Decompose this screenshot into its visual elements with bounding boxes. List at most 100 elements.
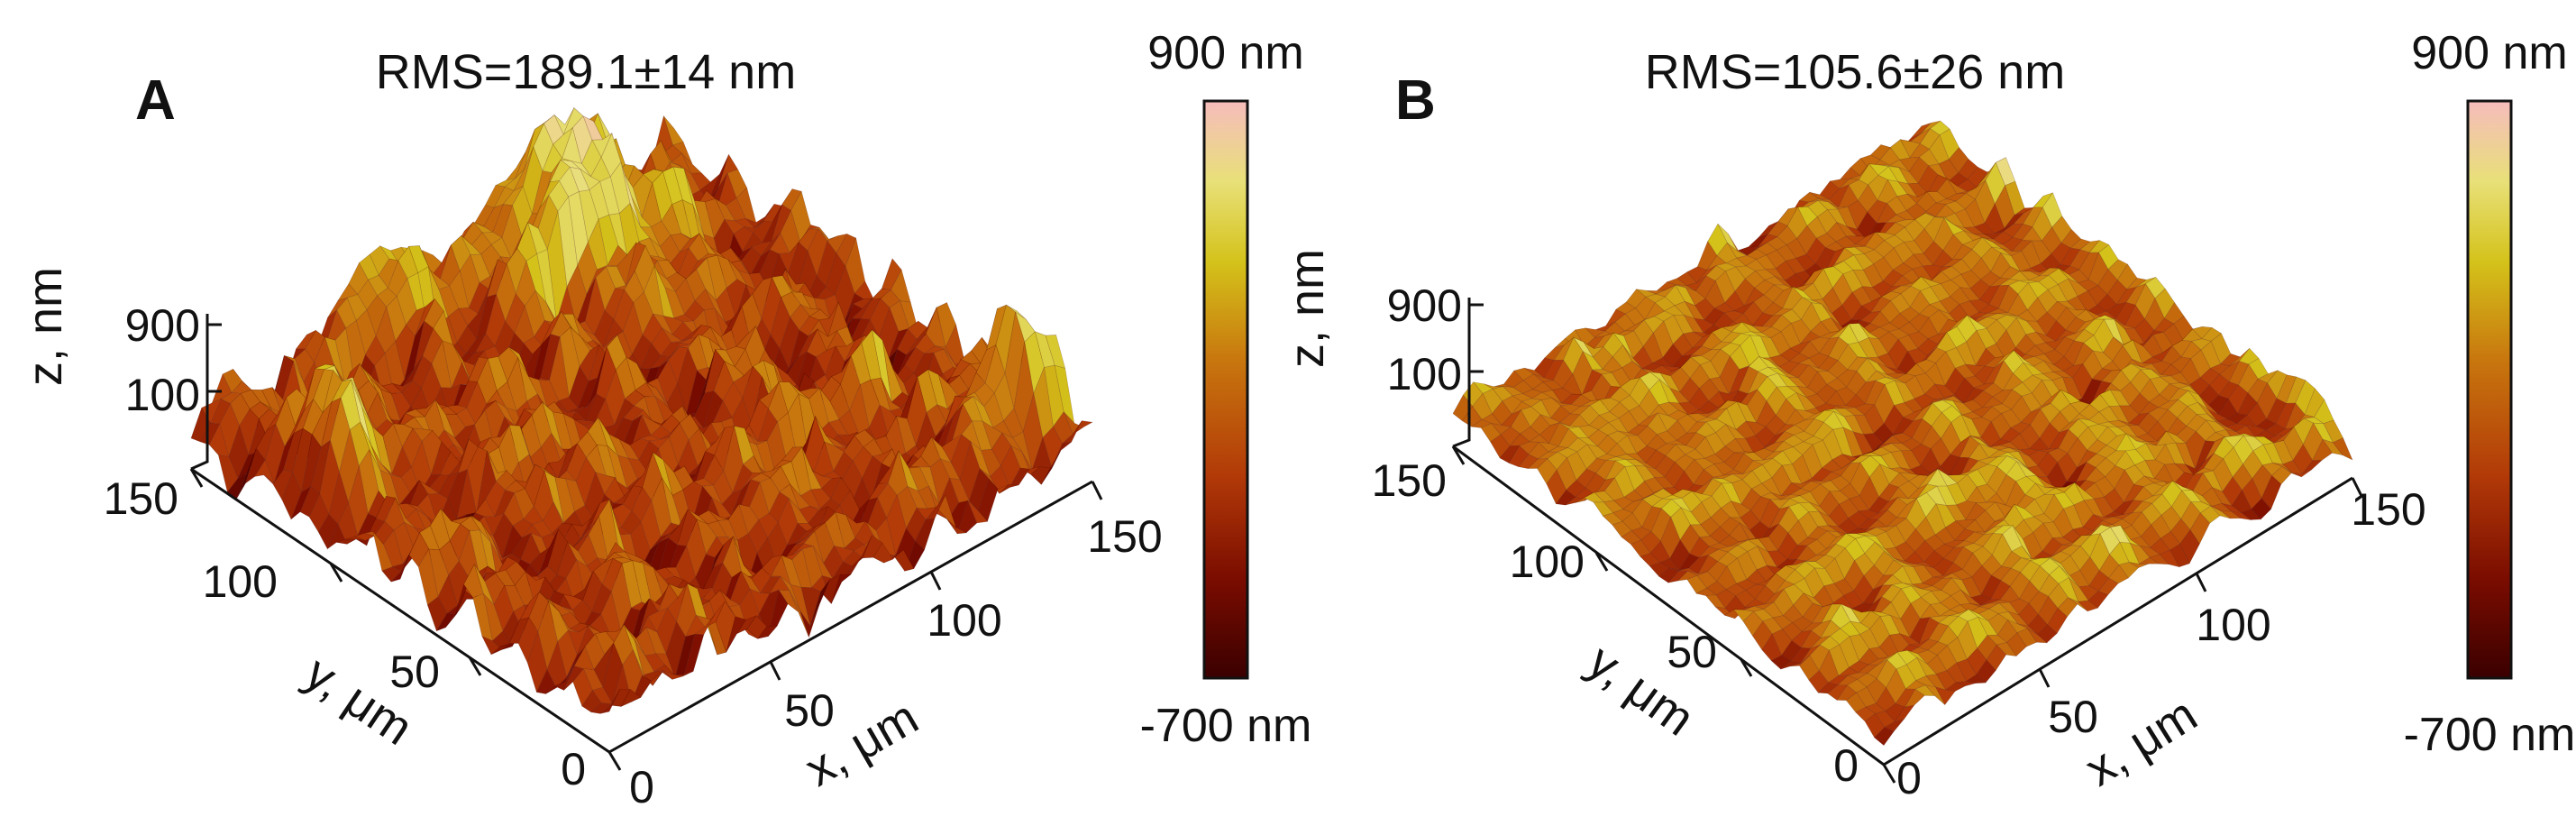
surface-facet [567, 407, 588, 413]
surface-facet [710, 497, 732, 520]
surface-facet [600, 133, 622, 178]
surface-facet [694, 289, 716, 311]
surface-facet [614, 398, 635, 427]
surface-facet [217, 454, 239, 493]
surface-facet [809, 579, 830, 627]
surface-facet [382, 423, 403, 475]
panel-b-z-tick-label-900: 900 [1387, 280, 1462, 331]
surface-facet [481, 232, 503, 245]
surface-facet [789, 381, 809, 399]
panel-a-y-tick-label-150: 150 [104, 473, 178, 524]
surface-facet [348, 262, 369, 295]
surface-facet [1003, 408, 1024, 438]
surface-facet [515, 129, 535, 179]
panel-a-surface [190, 106, 1093, 714]
surface-facet [952, 403, 973, 441]
surface-facet [950, 434, 972, 482]
surface-facet [435, 612, 457, 632]
panel-b-y-tick-0 [1882, 764, 1896, 784]
panel-a-colorbar-max-label: 900 nm [1147, 27, 1303, 79]
surface-facet [553, 107, 575, 136]
surface-facet [586, 444, 607, 476]
panel-a-z-tick-label-900: 900 [125, 300, 200, 351]
surface-facet [770, 465, 790, 493]
surface-facet [647, 254, 668, 262]
surface-facet [587, 346, 607, 408]
surface-facet [286, 388, 306, 427]
surface-facet [712, 470, 734, 505]
surface-facet [960, 350, 982, 364]
panel-b-rms-title: RMS=105.6±26 nm [1645, 45, 2065, 99]
surface-facet [1034, 331, 1055, 368]
surface-facet [760, 233, 781, 257]
surface-facet [1022, 393, 1044, 471]
panel-a-y-tick-label-0: 0 [561, 744, 586, 794]
surface-facet [408, 245, 429, 274]
surface-facet [797, 328, 818, 359]
surface-facet [1051, 441, 1072, 469]
surface-facet [412, 427, 434, 443]
surface-facet [1044, 364, 1064, 428]
surface-facet [812, 546, 834, 580]
surface-facet [741, 293, 763, 344]
panel-a: A RMS=189.1±14 nm 900 100 z, nm 150 100 … [18, 27, 1311, 812]
surface-facet [524, 123, 545, 170]
surface-facet [636, 362, 657, 390]
panel-b: B RMS=105.6±26 nm 900 100 z, nm 150 100 … [1280, 27, 2575, 803]
surface-facet [683, 168, 704, 235]
surface-facet [411, 440, 432, 493]
surface-facet [740, 571, 762, 594]
panel-b-x-tick-50 [2038, 668, 2051, 688]
panel-b-surface [1452, 120, 2353, 747]
surface-facet [1033, 366, 1054, 439]
surface-facet [239, 408, 260, 456]
surface-facet [408, 531, 430, 568]
panel-a-colorbar [1202, 99, 1249, 680]
surface-facet [835, 339, 856, 362]
surface-facet [550, 310, 571, 337]
panel-a-y-tick-label-100: 100 [203, 556, 278, 607]
surface-facet [199, 422, 221, 445]
panel-b-colorbar-min-label: -700 nm [2404, 709, 2576, 761]
surface-facet [1004, 312, 1026, 408]
surface-facet [1010, 445, 1032, 475]
surface-facet [818, 228, 838, 242]
surface-facet [660, 342, 681, 357]
surface-facet [598, 417, 618, 456]
surface-facet [971, 420, 992, 451]
surface-facet [780, 575, 800, 610]
surface-facet [1006, 304, 1027, 320]
panel-a-x-tick-50 [769, 661, 781, 681]
surface-facet [487, 259, 507, 298]
surface-facet [698, 252, 718, 262]
surface-facet [975, 344, 997, 384]
surface-facet [622, 301, 644, 355]
surface-facet [587, 218, 608, 271]
surface-facet [449, 523, 470, 563]
surface-facet [281, 472, 302, 520]
surface-facet [208, 423, 230, 457]
surface-facet [515, 463, 536, 490]
surface-facet [936, 302, 957, 349]
panel-a-y-tick-label-50: 50 [389, 647, 440, 697]
surface-facet [988, 478, 1009, 494]
surface-facet [923, 345, 945, 354]
panel-a-x-tick-label-50: 50 [784, 685, 835, 736]
surface-facet [390, 551, 411, 583]
surface-facet [502, 186, 524, 206]
surface-facet [422, 327, 443, 364]
surface-facet [538, 528, 559, 575]
surface-facet [662, 327, 683, 343]
surface-facet [567, 542, 588, 566]
surface-facet [978, 478, 999, 522]
panel-a-x-tick-label-100: 100 [927, 595, 1001, 646]
panel-a-x-tick-label-0: 0 [629, 762, 654, 812]
surface-facet [779, 483, 799, 510]
surface-facet [704, 348, 726, 394]
surface-facet [759, 477, 781, 515]
surface-facet [381, 383, 403, 394]
panel-a-z-tick-label-100: 100 [125, 370, 200, 420]
surface-facet [949, 359, 971, 379]
surface-facet [383, 529, 404, 567]
surface-facet [446, 404, 468, 415]
